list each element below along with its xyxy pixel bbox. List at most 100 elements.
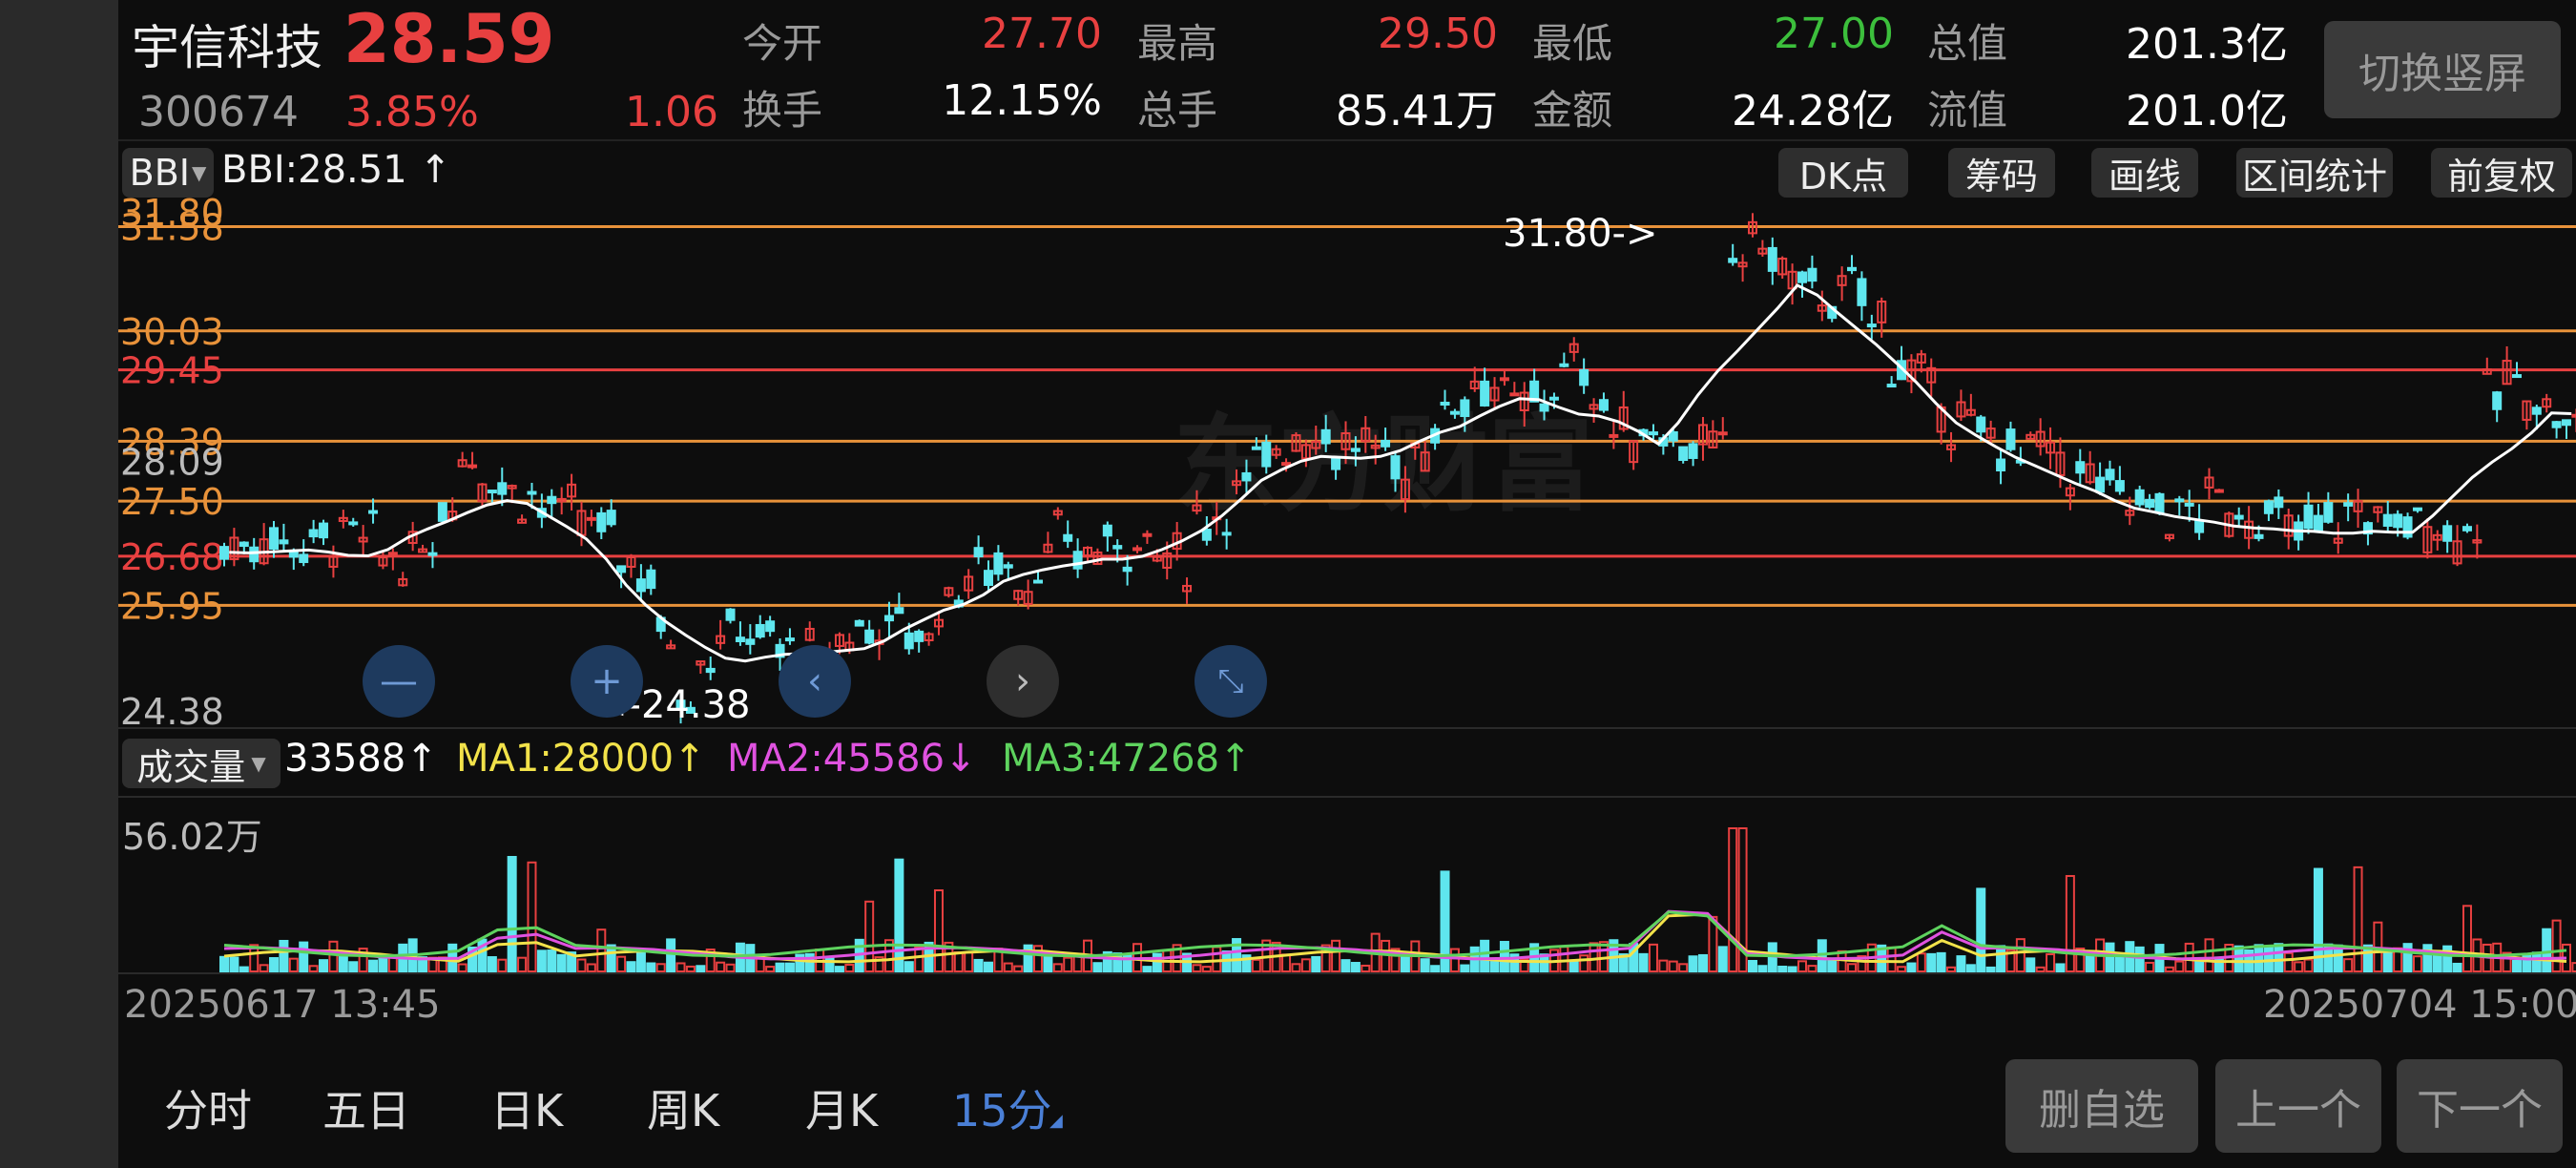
indicator-select[interactable]: BBI ▼: [122, 148, 214, 198]
volume-bar: [1737, 827, 1748, 972]
volume-bar: [2412, 955, 2422, 972]
candle-body: [2402, 516, 2413, 538]
volume-bar: [2442, 945, 2453, 973]
scroll-left-button[interactable]: ‹: [779, 645, 851, 718]
volume-bar: [2382, 951, 2393, 972]
draw-line-button[interactable]: 画线: [2091, 148, 2198, 198]
interval-stats-button[interactable]: 区间统计: [2236, 148, 2393, 198]
candle-body: [1965, 408, 1976, 416]
candle-body: [2075, 461, 2086, 474]
quote-value: 85.41万: [1336, 87, 1498, 136]
volume-bar: [1152, 952, 1162, 972]
remove-watchlist-button[interactable]: 删自选: [2005, 1059, 2198, 1153]
volume-bar: [725, 963, 736, 972]
candle-body: [1548, 396, 1559, 401]
chip-button[interactable]: 筹码: [1948, 148, 2055, 198]
tab-1[interactable]: 五日: [322, 1085, 410, 1137]
dropdown-arrow-icon: ▼: [251, 752, 266, 775]
tab-0[interactable]: 分时: [164, 1085, 252, 1137]
candle-body: [2194, 519, 2205, 533]
candle-body: [2422, 526, 2433, 553]
candle-body: [1579, 368, 1589, 386]
zoom-in-button[interactable]: +: [571, 645, 643, 718]
candle-body: [1102, 524, 1112, 537]
volume-ma-line: [223, 910, 2567, 958]
volume-bar: [1936, 951, 1946, 973]
reset-zoom-button[interactable]: ⤡: [1195, 645, 1267, 718]
dropdown-arrow-icon: ▼: [191, 161, 207, 184]
candle-body: [2055, 451, 2066, 476]
chevron-right-icon: ›: [1015, 659, 1030, 703]
previous-stock-button[interactable]: 上一个: [2215, 1059, 2381, 1153]
volume-bar: [2542, 928, 2552, 973]
volume-bar: [1480, 939, 1490, 973]
candle-body: [2511, 374, 2522, 379]
volume-bar: [1857, 955, 1867, 973]
forward-adjust-button[interactable]: 前复权: [2431, 148, 2572, 198]
dk-point-button[interactable]: DK点: [1778, 148, 1908, 198]
candle-body: [1340, 432, 1351, 450]
volume-bar: [1430, 965, 1441, 973]
next-stock-button[interactable]: 下一个: [2397, 1059, 2563, 1153]
candle-body: [1499, 377, 1509, 382]
volume-bar: [2294, 961, 2304, 973]
candle-body: [2482, 368, 2492, 375]
volume-bar: [1568, 961, 1579, 972]
switch-portrait-button[interactable]: 切换竖屏: [2324, 21, 2561, 118]
volume-bar: [1449, 948, 1460, 973]
volume-bar: [1668, 960, 1678, 973]
volume-bar: [894, 858, 904, 973]
volume-bar: [2055, 963, 2066, 972]
volume-bar: [2164, 966, 2174, 973]
candle-body: [2134, 489, 2145, 506]
candle-body: [1996, 458, 2006, 471]
quote-label: 总手: [1137, 87, 1218, 134]
candle-body: [1697, 424, 1708, 446]
candle-body: [1837, 275, 1847, 286]
up-arrow-icon: ↑: [1219, 737, 1252, 781]
candle-body: [2213, 489, 2224, 493]
candle-body: [2353, 500, 2363, 512]
candle-body: [1976, 416, 1986, 433]
volume-bar: [1460, 964, 1470, 972]
candle-body: [1946, 444, 1957, 450]
zoom-out-button[interactable]: —: [363, 645, 435, 718]
volume-bar: [2432, 953, 2442, 973]
volume-bar: [547, 949, 557, 973]
candle-body: [854, 619, 864, 627]
volume-bar: [1956, 955, 1966, 973]
volume-indicator-select[interactable]: 成交量 ▼: [122, 739, 280, 788]
candle-body: [2065, 487, 2075, 497]
candle-body: [2373, 506, 2383, 513]
candle-body: [993, 552, 1004, 575]
volume-bar: [556, 953, 567, 972]
candle-body: [427, 552, 438, 556]
volume-bar: [2511, 959, 2522, 972]
candle-body: [1043, 543, 1053, 553]
scroll-right-button[interactable]: ›: [987, 645, 1059, 718]
volume-bar: [308, 965, 319, 973]
candle-body: [527, 490, 537, 495]
tab-5[interactable]: 15分: [952, 1085, 1052, 1137]
volume-bar: [1916, 952, 1926, 972]
candle-body: [606, 510, 616, 526]
tab-4[interactable]: 月K: [805, 1085, 879, 1137]
candle-body: [1370, 444, 1381, 449]
volume-bar: [1996, 945, 2006, 973]
candle-body: [2174, 498, 2185, 503]
candle-body: [2432, 533, 2442, 541]
volume-bar: [973, 958, 984, 973]
tab-2[interactable]: 日K: [490, 1085, 564, 1137]
volume-bar: [1519, 958, 1529, 972]
volume-bar: [626, 961, 636, 972]
volume-bar: [2462, 905, 2472, 972]
candle-body: [556, 497, 567, 503]
price-axis-label: 24.38: [120, 691, 224, 733]
volume-bar: [1390, 948, 1401, 973]
candle-body: [2362, 522, 2373, 535]
volume-bar: [1052, 963, 1063, 973]
volume-bar: [1063, 956, 1073, 973]
candle-body: [1232, 480, 1242, 487]
tab-3[interactable]: 周K: [647, 1085, 720, 1137]
